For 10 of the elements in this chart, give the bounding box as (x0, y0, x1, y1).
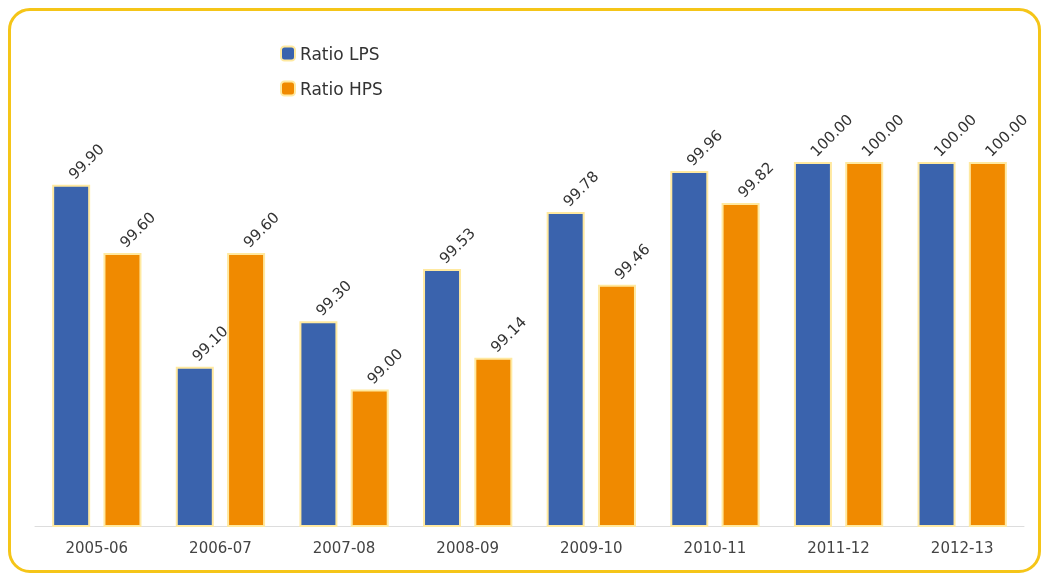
x-tick-label: 2011-12 (807, 538, 870, 557)
x-tick-label: 2009-10 (559, 538, 623, 557)
x-tick-label: 2005-06 (65, 538, 129, 557)
x-tick-label: 2012-13 (930, 538, 994, 557)
x-tick-label: 2006-07 (189, 538, 252, 557)
legend-label: Ratio LPS (300, 43, 380, 64)
x-tick-label: 2010-11 (683, 538, 747, 557)
legend-label: Ratio HPS (300, 78, 383, 99)
x-tick-label: 2008-09 (436, 538, 500, 557)
x-tick-label: 2007-08 (312, 538, 376, 557)
